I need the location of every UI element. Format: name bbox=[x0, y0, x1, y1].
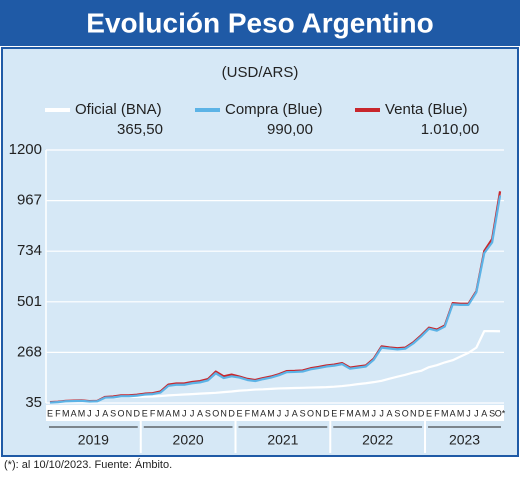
x-tick-label: F bbox=[55, 408, 61, 418]
x-tick-label: A bbox=[197, 408, 203, 418]
x-tick-label: A bbox=[450, 408, 456, 418]
footnote: (*): al 10/10/2023. Fuente: Ámbito. bbox=[4, 458, 172, 471]
x-tick-label: M bbox=[62, 408, 70, 418]
y-tick-label: 1200 bbox=[9, 141, 42, 158]
x-tick-label: M bbox=[157, 408, 165, 418]
x-tick-label: J bbox=[371, 408, 376, 418]
year-label: 2019 bbox=[78, 432, 109, 448]
x-tick-label: E bbox=[426, 408, 432, 418]
year-strip bbox=[46, 423, 504, 453]
x-tick-label: M bbox=[78, 408, 86, 418]
title-banner bbox=[0, 0, 520, 46]
x-tick-label: S bbox=[300, 408, 306, 418]
x-tick-label: O bbox=[402, 408, 409, 418]
x-tick-label: O bbox=[212, 408, 219, 418]
x-tick-label: J bbox=[182, 408, 187, 418]
x-tick-label: M bbox=[362, 408, 370, 418]
x-tick-label: J bbox=[285, 408, 290, 418]
chart-subtitle: (USD/ARS) bbox=[222, 64, 299, 81]
y-tick-label: 268 bbox=[17, 343, 42, 360]
x-tick-label: A bbox=[292, 408, 298, 418]
x-tick-label: A bbox=[355, 408, 361, 418]
x-tick-label: D bbox=[418, 408, 425, 418]
legend-value: 365,50 bbox=[117, 121, 163, 138]
x-tick-label: J bbox=[466, 408, 471, 418]
x-tick-label: F bbox=[339, 408, 345, 418]
x-tick-label: J bbox=[474, 408, 479, 418]
year-label: 2023 bbox=[449, 432, 480, 448]
x-tick-label: A bbox=[165, 408, 171, 418]
x-tick-label: M bbox=[252, 408, 260, 418]
x-tick-label: J bbox=[277, 408, 282, 418]
month-strip bbox=[46, 405, 504, 421]
x-tick-label: D bbox=[134, 408, 141, 418]
legend-value: 1.010,00 bbox=[421, 121, 479, 138]
x-tick-label: S bbox=[394, 408, 400, 418]
x-tick-label: N bbox=[410, 408, 417, 418]
x-tick-label: M bbox=[457, 408, 465, 418]
x-tick-label: A bbox=[71, 408, 77, 418]
x-tick-label: F bbox=[434, 408, 440, 418]
x-tick-label: S bbox=[205, 408, 211, 418]
x-tick-label: E bbox=[331, 408, 337, 418]
x-tick-label: N bbox=[126, 408, 133, 418]
legend-label: Compra (Blue) bbox=[225, 101, 323, 118]
x-tick-label: J bbox=[379, 408, 384, 418]
x-tick-label: J bbox=[87, 408, 92, 418]
y-tick-label: 35 bbox=[25, 394, 42, 411]
x-tick-label: D bbox=[323, 408, 330, 418]
x-tick-label: A bbox=[386, 408, 392, 418]
x-tick-label: O bbox=[307, 408, 314, 418]
x-tick-label: M bbox=[173, 408, 181, 418]
x-tick-label: E bbox=[47, 408, 53, 418]
x-tick-label: M bbox=[267, 408, 275, 418]
x-tick-label: S bbox=[110, 408, 116, 418]
x-tick-label: N bbox=[315, 408, 322, 418]
x-tick-label: O bbox=[118, 408, 125, 418]
plot-area bbox=[46, 150, 504, 403]
legend-label: Venta (Blue) bbox=[385, 101, 468, 118]
y-tick-label: 734 bbox=[17, 242, 42, 259]
x-tick-label: A bbox=[102, 408, 108, 418]
x-tick-label: F bbox=[150, 408, 156, 418]
year-label: 2022 bbox=[362, 432, 393, 448]
y-tick-label: 967 bbox=[17, 192, 42, 209]
legend-label: Oficial (BNA) bbox=[75, 101, 162, 118]
year-label: 2020 bbox=[173, 432, 204, 448]
year-label: 2021 bbox=[267, 432, 298, 448]
x-tick-label: A bbox=[481, 408, 487, 418]
y-tick-label: 501 bbox=[17, 293, 42, 310]
series-line bbox=[49, 195, 502, 404]
x-tick-label: D bbox=[228, 408, 235, 418]
legend-value: 990,00 bbox=[267, 121, 313, 138]
x-tick-label: J bbox=[95, 408, 100, 418]
x-tick-label: J bbox=[190, 408, 195, 418]
x-tick-label: O* bbox=[495, 408, 506, 418]
chart-title: Evolución Peso Argentino bbox=[86, 7, 433, 38]
x-tick-label: S bbox=[489, 408, 495, 418]
x-tick-label: F bbox=[245, 408, 251, 418]
x-tick-label: E bbox=[236, 408, 242, 418]
x-tick-label: M bbox=[441, 408, 449, 418]
x-tick-label: M bbox=[346, 408, 354, 418]
x-tick-label: A bbox=[260, 408, 266, 418]
x-tick-label: N bbox=[220, 408, 227, 418]
x-tick-label: E bbox=[142, 408, 148, 418]
